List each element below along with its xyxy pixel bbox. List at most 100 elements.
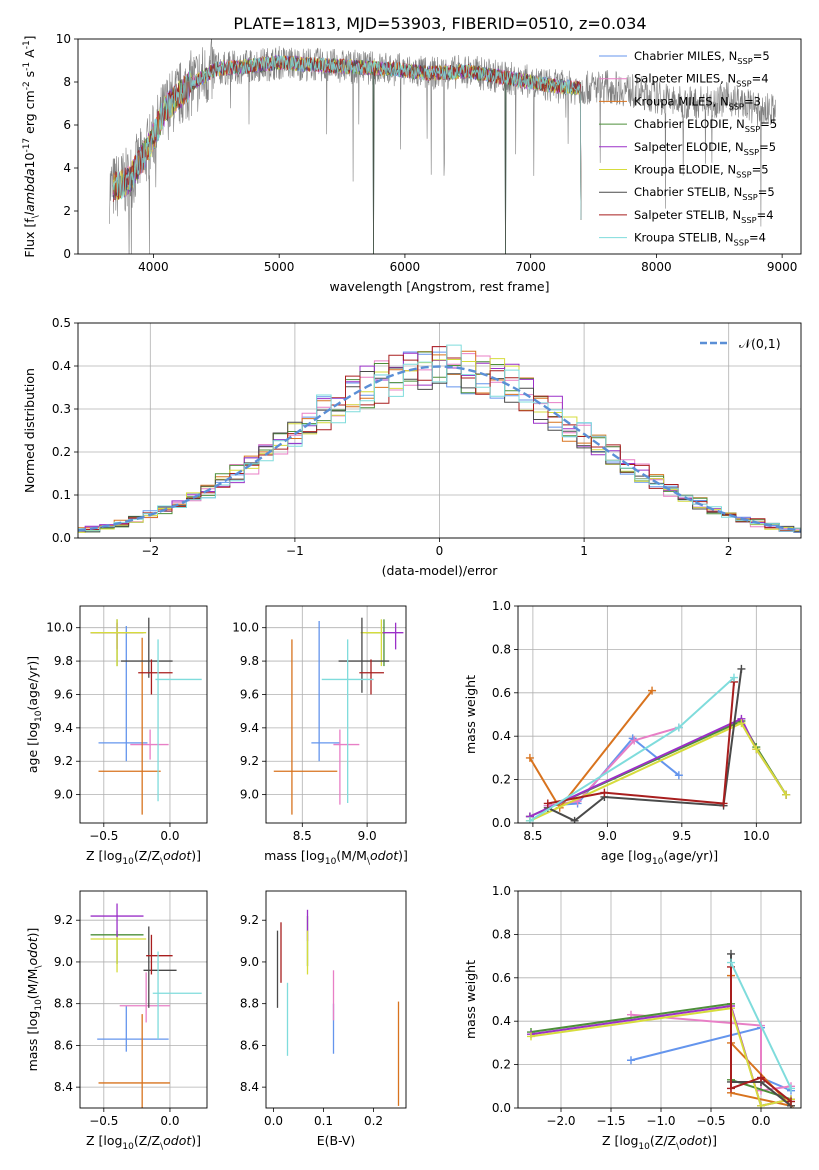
y-tick-label: 2 [63,204,71,218]
x-tick-label: −2.0 [546,1114,575,1128]
plot-area [276,909,400,1106]
plus-marker [627,1056,635,1065]
y-tick-label: 9.8 [240,654,259,668]
y-tick-label: 9.0 [240,788,259,802]
y-tick-label: 4 [63,161,71,175]
y-axis-label: Normed distribution [22,368,37,493]
y-tick-label: 1.0 [492,884,511,898]
y-tick-label: 0.4 [52,359,71,373]
legend-label: Kroupa ELODIE, NSSP=5 [634,163,769,180]
y-tick-label: 9.0 [240,955,259,969]
y-tick-label: 9.2 [240,754,259,768]
plot-area [273,617,404,815]
legend-label: Salpeter STELIB, NSSP=4 [634,208,774,225]
y-tick-label: 8.4 [240,1080,259,1094]
x-axis-label: Z [log10(Z/Z\odot)] [86,1133,201,1152]
x-tick-label: 1 [580,544,588,558]
residual-histogram-panel: −2 −1 0 1 2 0.0 0.1 0.2 0.3 0.4 0.5 (data-model)/er… [22,316,802,578]
y-tick-label: 9.0 [54,955,73,969]
spectrum-panel: 4000 5000 6000 7000 8000 9000 0 2 4 6 8 10 wavelengt… [22,32,802,294]
plus-marker [737,664,746,673]
y-tick-label: 8.8 [54,997,73,1011]
y-axis-label: Flux [f\lambda10-17 erg cm-2 s-1 A-1] [22,35,41,257]
x-tick-label: −2 [141,544,159,558]
plot-area [90,903,202,1108]
y-tick-label: 6 [63,118,71,132]
y-tick-label: 0.4 [492,1014,511,1028]
x-tick-label: 5000 [264,260,295,274]
plot-area [527,949,795,1108]
y-tick-label: 0.8 [492,927,511,941]
axes-frame [77,322,802,539]
plus-marker [525,816,534,823]
y-tick-label: 0.2 [492,1058,511,1072]
x-tick-label: 0.1 [314,1114,333,1128]
x-tick-label: 8.5 [293,829,312,843]
y-tick-label: 0 [63,247,71,261]
mass-vs-reddening-panel: 0.0 0.1 0.2 8.4 8.6 8.8 9.0 9.2 E(B-V) [240,890,407,1148]
y-tick-label: 9.8 [54,654,73,668]
y-tick-label: 9.6 [54,687,73,701]
plus-marker [648,686,657,695]
plus-marker [543,799,552,808]
legend-label: Salpeter ELODIE, NSSP=5 [634,140,776,157]
plot-area [109,39,776,254]
y-tick-label: 8.6 [54,1038,73,1052]
plus-marker [787,1097,795,1106]
x-tick-label: 6000 [390,260,421,274]
plus-marker [737,719,746,728]
x-tick-label: 0.2 [364,1114,383,1128]
plot-area [525,664,791,823]
mass-weight-line [547,737,680,807]
plot-area [90,617,202,815]
plus-marker [600,788,609,797]
y-tick-label: 9.2 [54,913,73,927]
x-tick-label: 9.0 [358,829,377,843]
plus-marker [674,771,683,780]
y-tick-label: 8.6 [240,1038,259,1052]
x-axis-label: age [log10(age/yr)] [601,848,718,867]
x-tick-label: −1.5 [596,1114,625,1128]
y-tick-label: 9.4 [240,721,259,735]
plus-marker [527,1032,535,1041]
axes-frame [265,890,407,1109]
histogram-step [78,358,801,533]
x-tick-label: 9000 [767,260,798,274]
x-axis-label: Z [log10(Z/Z\odot)] [602,1133,717,1152]
x-axis-label: Z [log10(Z/Z\odot)] [86,848,201,867]
x-tick-label: 0.0 [264,1114,283,1128]
x-tick-label: 0.0 [160,829,179,843]
mass-weight-line [529,689,653,810]
x-axis-label: (data-model)/error [382,563,499,578]
axes-frame [517,605,802,824]
plus-marker [757,1101,765,1108]
plus-marker [727,958,735,967]
plus-marker [727,949,735,958]
mass-weight-line [547,681,735,805]
y-tick-label: 0.3 [52,402,71,416]
legend-label: Kroupa STELIB, NSSP=4 [634,231,766,248]
x-tick-label: 0.0 [751,1114,770,1128]
plus-marker [757,1073,765,1082]
axes-frame [265,605,407,824]
y-tick-label: 0.0 [492,1101,511,1115]
legend-label: Chabrier ELODIE, NSSP=5 [634,117,777,134]
plus-marker [719,799,728,808]
x-tick-label: 10.0 [743,829,770,843]
plus-marker [729,673,738,682]
y-axis-label: age [log10(age/yr)] [25,656,44,773]
y-tick-label: 1.0 [492,599,511,613]
axes-frame [79,890,208,1109]
y-tick-label: 0.1 [52,488,71,502]
y-tick-label: 0.6 [492,686,511,700]
x-tick-label: 9.0 [598,829,617,843]
mass-weight-line [530,1007,792,1107]
mass-weight-line [730,962,792,1089]
axes-frame [517,890,802,1109]
x-tick-label: −0.5 [89,829,118,843]
axes-frame [79,605,208,824]
y-tick-label: 8 [63,75,71,89]
y-tick-label: 0.0 [492,816,511,830]
mass-weight-vs-age-panel: 8.5 9.0 9.5 10.0 0.0 0.2 0.4 0.6 0.8 1.0 age [log1… [463,599,802,867]
plus-marker [787,1084,795,1093]
